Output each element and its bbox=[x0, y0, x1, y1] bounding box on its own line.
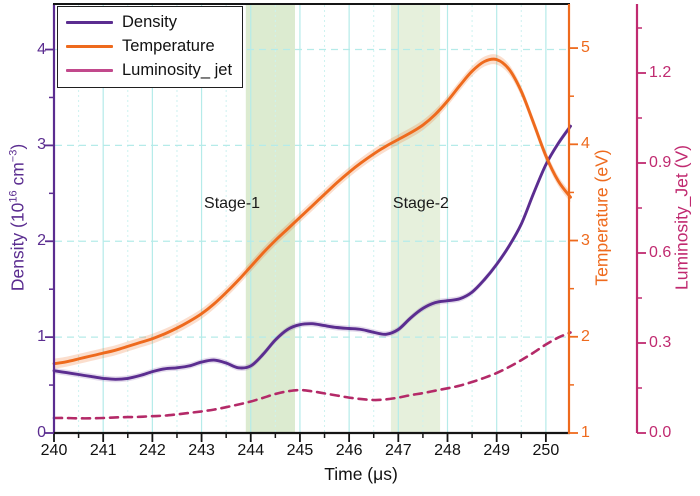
legend-line-sample bbox=[66, 21, 113, 24]
stage-annotation: Stage-1 bbox=[204, 194, 261, 212]
luminosity-tick-label: 0.0 bbox=[649, 424, 672, 441]
x-axis-title: Time (μs) bbox=[324, 464, 398, 484]
luminosity-curve bbox=[52, 331, 572, 420]
x-tick-label: 243 bbox=[188, 442, 215, 459]
density-curve bbox=[52, 124, 572, 381]
legend-line-sample bbox=[66, 69, 113, 72]
x-tick-label: 241 bbox=[89, 442, 117, 459]
density-tick-label: 2 bbox=[37, 232, 46, 250]
luminosity-tick-label: 0.6 bbox=[649, 244, 672, 261]
luminosity-tick-label: 0.9 bbox=[649, 154, 672, 171]
stage-annotation: Stage-2 bbox=[392, 194, 449, 212]
legend-item: Density bbox=[66, 11, 232, 34]
luminosity-tick-label: 1.2 bbox=[649, 64, 672, 81]
temperature-tick-label: 2 bbox=[581, 327, 590, 345]
temperature-tick-label: 5 bbox=[581, 39, 590, 57]
y-axis-title-luminosity: Luminosity_Jet (V) bbox=[671, 145, 692, 290]
x-tick-label: 242 bbox=[139, 442, 166, 459]
temperature-tick-label: 3 bbox=[581, 231, 590, 249]
legend: Density Temperature Luminosity_ jet bbox=[57, 6, 244, 88]
temperature-tick-label: 1 bbox=[581, 424, 590, 441]
density-title-text: cm bbox=[7, 162, 28, 191]
legend-item-label: Temperature bbox=[122, 37, 215, 55]
legend-item-label: Luminosity_ jet bbox=[122, 61, 233, 79]
x-tick-label: 249 bbox=[483, 442, 511, 459]
x-tick-label: 244 bbox=[237, 442, 265, 459]
legend-item: Temperature bbox=[66, 35, 232, 58]
tick-marks bbox=[45, 27, 646, 442]
x-tick-label: 240 bbox=[40, 442, 68, 459]
stage-bands bbox=[245, 4, 441, 433]
x-tick-label: 250 bbox=[532, 442, 560, 459]
temperature-curve bbox=[52, 57, 572, 366]
temperature-tick-label: 4 bbox=[581, 135, 590, 153]
y-axis-title-density: Density (1016 cm−3) bbox=[8, 68, 29, 368]
x-tick-label: 245 bbox=[286, 442, 314, 459]
legend-item: Luminosity_ jet bbox=[66, 59, 232, 82]
legend-line-sample bbox=[66, 45, 113, 48]
density-tick-label: 4 bbox=[37, 40, 46, 58]
series bbox=[52, 54, 572, 420]
density-tick-label: 0 bbox=[37, 424, 46, 441]
x-tick-label: 246 bbox=[335, 442, 363, 459]
stage-band bbox=[245, 4, 295, 433]
luminosity-tick-label: 0.3 bbox=[649, 334, 672, 351]
x-tick-label: 247 bbox=[384, 442, 412, 459]
density-title-sup: 16 bbox=[7, 190, 20, 203]
legend-item-label: Density bbox=[122, 13, 178, 31]
y-axis-title-temperature: Temperature (eV) bbox=[591, 149, 612, 286]
axes bbox=[52, 3, 639, 435]
stage-band bbox=[390, 4, 441, 433]
x-tick-label: 248 bbox=[434, 442, 461, 459]
density-tick-label: 1 bbox=[37, 328, 46, 346]
density-tick-label: 3 bbox=[37, 136, 46, 154]
